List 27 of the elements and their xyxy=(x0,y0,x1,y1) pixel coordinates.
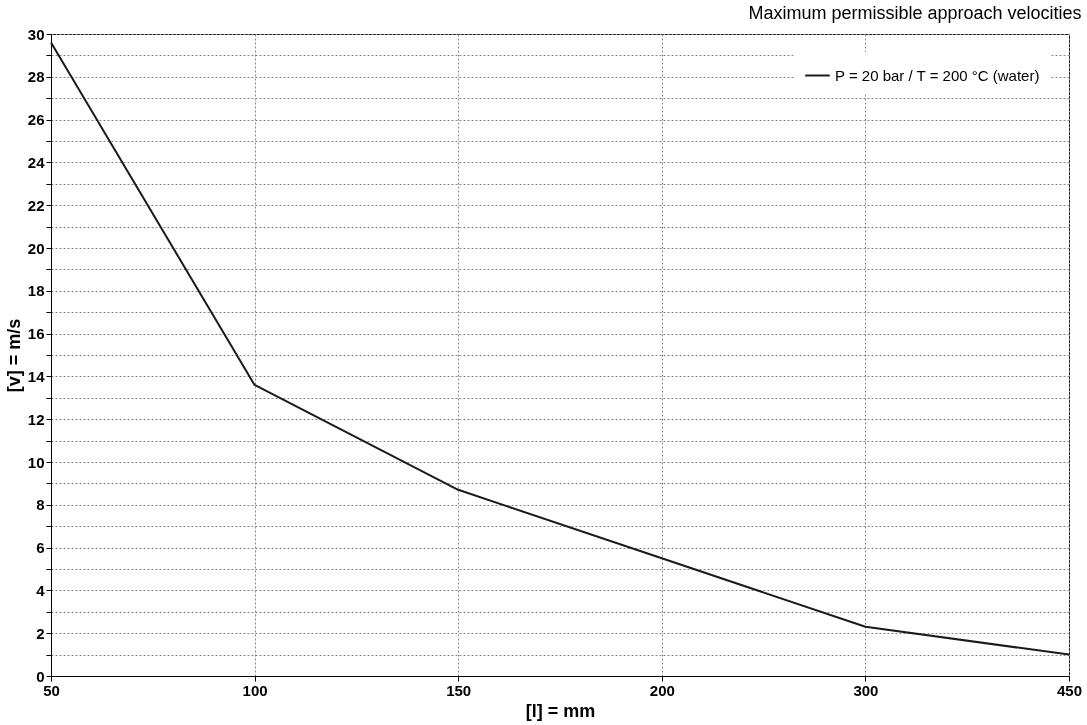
y-tick-label: 18 xyxy=(27,282,45,300)
y-tick-label: 30 xyxy=(27,25,45,43)
y-tick-label: 2 xyxy=(36,624,45,642)
y-tick-label: 14 xyxy=(27,367,46,385)
x-tick-label: 100 xyxy=(242,681,268,699)
x-tick-label: 50 xyxy=(43,681,60,699)
y-tick-label: 6 xyxy=(36,539,45,557)
legend-label: P = 20 bar / T = 200 °C (water) xyxy=(835,66,1040,84)
y-tick-label: 10 xyxy=(27,453,45,471)
y-tick-label: 8 xyxy=(36,496,45,514)
y-tick-label: 4 xyxy=(36,581,46,599)
y-tick-label: 0 xyxy=(36,667,45,685)
line-series xyxy=(50,41,1070,656)
x-axis-title: [l] = mm xyxy=(525,700,596,721)
y-tick-label: 26 xyxy=(27,111,45,129)
y-tick-label: 12 xyxy=(27,410,45,428)
y-tick-label: 20 xyxy=(27,239,45,257)
y-tick-label: 28 xyxy=(27,68,45,86)
x-tick-label: 150 xyxy=(446,681,472,699)
y-tick-label: 22 xyxy=(27,196,45,214)
x-tick-label: 200 xyxy=(649,681,675,699)
y-tick-label: 16 xyxy=(27,325,45,343)
y-axis-title: [v] = m/s xyxy=(3,318,24,393)
x-tick-label: 450 xyxy=(1056,681,1083,699)
y-tick-label: 24 xyxy=(27,153,46,171)
chart-title: Maximum permissible approach velocities xyxy=(748,3,1082,23)
x-tick-label: 300 xyxy=(853,681,879,699)
